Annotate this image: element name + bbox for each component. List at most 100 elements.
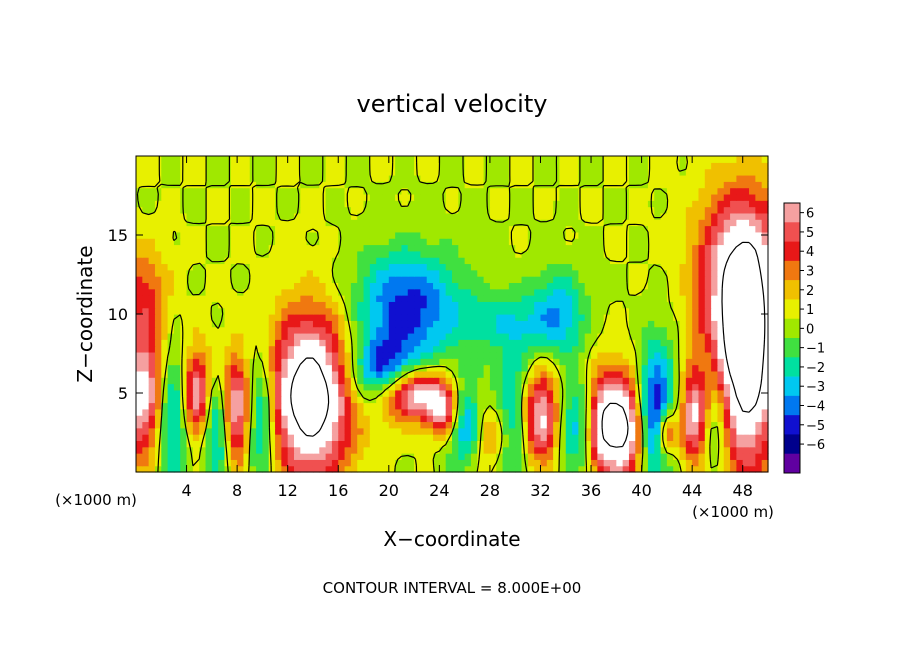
heatmap-cell <box>654 358 662 366</box>
heatmap-cell <box>243 314 251 321</box>
heatmap-cell <box>692 396 700 404</box>
heatmap-cell <box>508 219 516 227</box>
heatmap-cell <box>723 465 731 473</box>
heatmap-cell <box>136 174 143 182</box>
heatmap-cell <box>515 288 523 296</box>
heatmap-cell <box>433 389 440 397</box>
heatmap-cell <box>755 206 763 214</box>
heatmap-cell <box>603 206 611 214</box>
heatmap-cell <box>344 225 352 233</box>
heatmap-cell <box>167 440 175 448</box>
heatmap-cell <box>218 320 226 328</box>
heatmap-cell <box>338 434 346 441</box>
heatmap-cell <box>211 193 219 201</box>
heatmap-cell <box>761 301 769 309</box>
heatmap-cell <box>300 459 308 467</box>
heatmap-cell <box>439 440 447 448</box>
heatmap-cell <box>496 295 504 302</box>
heatmap-cell <box>515 225 523 233</box>
heatmap-cell <box>641 307 649 315</box>
heatmap-cell <box>180 295 188 302</box>
heatmap-cell <box>376 269 384 277</box>
heatmap-cell <box>464 434 472 441</box>
heatmap-cell <box>597 250 605 258</box>
heatmap-cell <box>647 396 655 404</box>
heatmap-cell <box>167 156 175 163</box>
heatmap-cell <box>312 459 320 467</box>
heatmap-cell <box>749 326 756 334</box>
heatmap-cell <box>736 459 744 467</box>
heatmap-cell <box>205 326 213 334</box>
heatmap-cell <box>300 156 308 163</box>
heatmap-cell <box>565 231 573 239</box>
heatmap-cell <box>312 231 320 239</box>
heatmap-cell <box>660 383 668 391</box>
heatmap-cell <box>553 427 561 435</box>
heatmap-cell <box>521 465 529 473</box>
heatmap-cell <box>136 459 143 467</box>
heatmap-cell <box>262 389 270 397</box>
heatmap-cell <box>401 193 409 201</box>
heatmap-cell <box>331 440 339 448</box>
heatmap-cell <box>268 377 276 385</box>
heatmap-cell <box>565 212 573 220</box>
heatmap-cell <box>711 295 719 302</box>
heatmap-cell <box>496 434 504 441</box>
heatmap-cell <box>572 269 579 277</box>
heatmap-cell <box>350 301 358 309</box>
heatmap-cell <box>647 446 655 454</box>
heatmap-cell <box>300 187 308 195</box>
heatmap-cell <box>287 377 295 385</box>
heatmap-cell <box>717 282 725 290</box>
heatmap-cell <box>306 383 314 391</box>
heatmap-cell <box>540 219 548 227</box>
heatmap-cell <box>230 459 238 467</box>
heatmap-cell <box>685 440 693 448</box>
heatmap-cell <box>420 440 428 448</box>
heatmap-cell <box>161 440 169 448</box>
heatmap-cell <box>319 276 327 283</box>
heatmap-cell <box>256 415 263 423</box>
heatmap-cell <box>281 383 289 391</box>
heatmap-cell <box>331 244 339 252</box>
heatmap-cell <box>281 282 289 290</box>
heatmap-cell <box>300 415 308 423</box>
heatmap-cell <box>761 421 769 429</box>
heatmap-cell <box>704 402 712 410</box>
heatmap-cell <box>742 219 750 227</box>
heatmap-cell <box>401 174 409 182</box>
heatmap-cell <box>521 225 529 233</box>
heatmap-cell <box>591 459 598 467</box>
heatmap-cell <box>666 389 674 397</box>
heatmap-cell <box>218 206 226 214</box>
heatmap-cell <box>136 320 143 328</box>
heatmap-cell <box>546 427 554 435</box>
heatmap-cell <box>325 364 333 372</box>
heatmap-cell <box>540 263 548 271</box>
heatmap-cell <box>502 453 510 460</box>
heatmap-cell <box>407 421 415 429</box>
heatmap-cell <box>660 446 668 454</box>
heatmap-cell <box>363 415 371 423</box>
heatmap-cell <box>167 225 175 233</box>
heatmap-cell <box>578 345 586 353</box>
heatmap-cell <box>553 219 561 227</box>
heatmap-cell <box>300 332 308 340</box>
heatmap-cell <box>426 162 434 170</box>
heatmap-cell <box>647 276 655 283</box>
heatmap-cell <box>401 276 409 283</box>
heatmap-cell <box>369 212 377 220</box>
heatmap-cell <box>154 231 162 239</box>
heatmap-cell <box>275 408 282 416</box>
heatmap-cell <box>458 288 466 296</box>
heatmap-cell <box>230 212 238 220</box>
heatmap-cell <box>154 263 162 271</box>
heatmap-cell <box>502 219 510 227</box>
heatmap-cell <box>717 402 725 410</box>
heatmap-cell <box>527 257 535 265</box>
heatmap-cell <box>610 250 617 258</box>
heatmap-cell <box>685 326 693 334</box>
heatmap-cell <box>331 465 339 473</box>
heatmap-cell <box>742 415 750 423</box>
heatmap-cell <box>521 440 529 448</box>
